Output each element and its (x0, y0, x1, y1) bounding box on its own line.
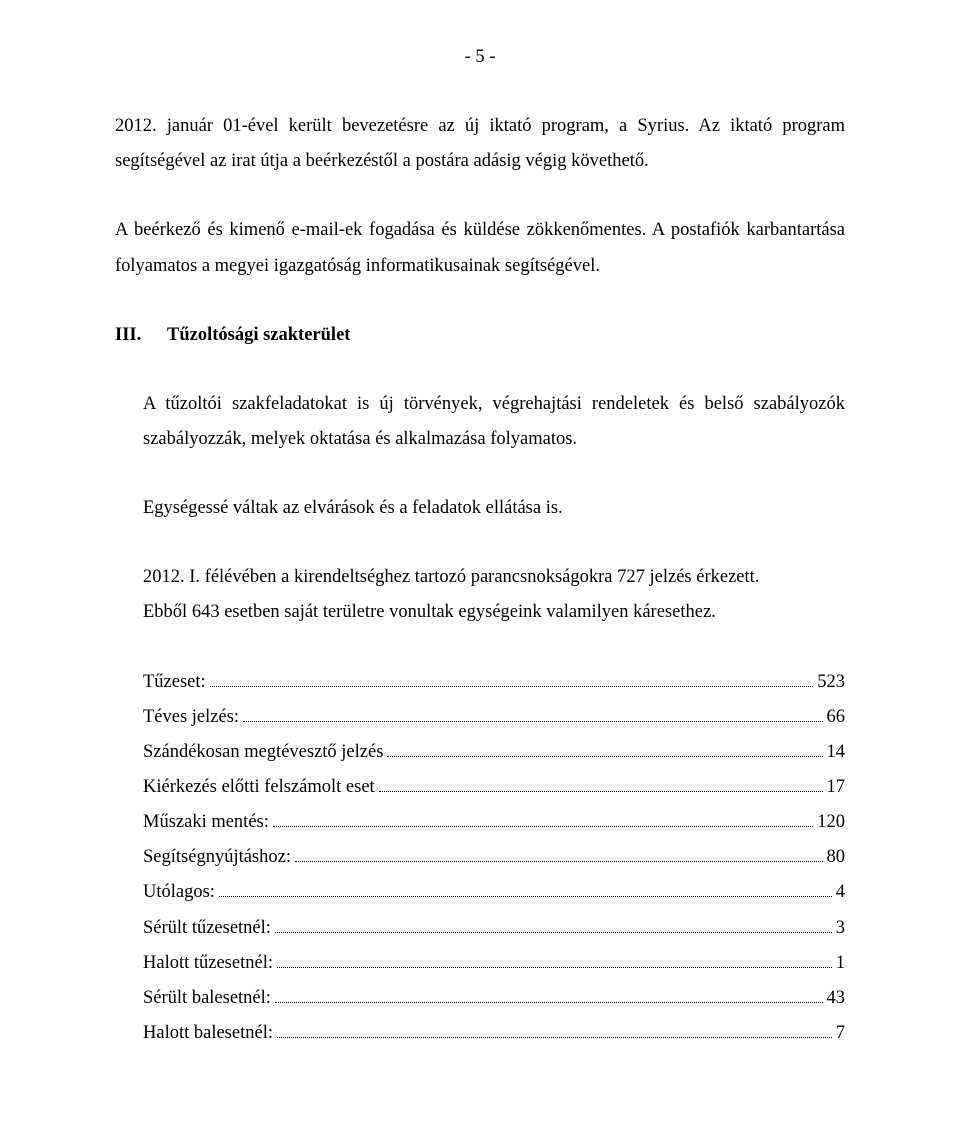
stats-row: Utólagos: 4 (143, 875, 845, 910)
body-paragraph-1: A tűzoltói szakfeladatokat is új törvény… (143, 387, 845, 457)
stats-label: Műszaki mentés: (143, 805, 269, 840)
dotted-leader (277, 967, 832, 968)
dotted-leader (275, 932, 832, 933)
dotted-leader (275, 1002, 823, 1003)
stats-value: 1 (836, 946, 845, 981)
section-title: Tűzoltósági szakterület (167, 318, 845, 353)
dotted-leader (243, 721, 822, 722)
stats-label: Téves jelzés: (143, 700, 239, 735)
stats-row: Sérült tűzesetnél: 3 (143, 911, 845, 946)
body-paragraph-4: Ebből 643 esetben saját területre vonult… (143, 595, 845, 630)
stats-value: 14 (827, 735, 846, 770)
dotted-leader (277, 1037, 832, 1038)
stats-value: 66 (827, 700, 846, 735)
dotted-leader (387, 756, 822, 757)
stats-row: Műszaki mentés: 120 (143, 805, 845, 840)
stats-value: 7 (836, 1016, 845, 1051)
stats-value: 17 (827, 770, 846, 805)
stats-label: Halott balesetnél: (143, 1016, 273, 1051)
stats-row: Tűzeset: 523 (143, 665, 845, 700)
body-paragraph-2: Egységessé váltak az elvárások és a fela… (143, 491, 845, 526)
intro-paragraph-2: A beérkező és kimenő e-mail-ek fogadása … (115, 213, 845, 283)
stats-value: 523 (817, 665, 845, 700)
stats-label: Halott tűzesetnél: (143, 946, 273, 981)
body-paragraph-3: 2012. I. félévében a kirendeltséghez tar… (143, 560, 845, 595)
stats-row: Halott balesetnél: 7 (143, 1016, 845, 1051)
stats-value: 4 (836, 875, 845, 910)
intro-paragraph-1: 2012. január 01-ével került bevezetésre … (115, 109, 845, 179)
stats-value: 43 (827, 981, 846, 1016)
stats-row: Kiérkezés előtti felszámolt eset 17 (143, 770, 845, 805)
stats-value: 120 (817, 805, 845, 840)
dotted-leader (219, 896, 832, 897)
stats-row: Halott tűzesetnél: 1 (143, 946, 845, 981)
stats-row: Szándékosan megtévesztő jelzés 14 (143, 735, 845, 770)
section-body: A tűzoltói szakfeladatokat is új törvény… (115, 387, 845, 1051)
stats-value: 80 (827, 840, 846, 875)
dotted-leader (273, 826, 813, 827)
section-heading: III. Tűzoltósági szakterület (115, 318, 845, 353)
stats-label: Kiérkezés előtti felszámolt eset (143, 770, 375, 805)
section-number: III. (115, 318, 167, 353)
stats-label: Szándékosan megtévesztő jelzés (143, 735, 383, 770)
stats-row: Sérült balesetnél: 43 (143, 981, 845, 1016)
stats-row: Segítségnyújtáshoz: 80 (143, 840, 845, 875)
dotted-leader (295, 861, 823, 862)
page-number: - 5 - (115, 40, 845, 75)
stats-list: Tűzeset:523Téves jelzés:66Szándékosan me… (143, 665, 845, 1052)
stats-label: Utólagos: (143, 875, 215, 910)
dotted-leader (210, 686, 814, 687)
dotted-leader (379, 791, 823, 792)
stats-label: Tűzeset: (143, 665, 206, 700)
stats-value: 3 (836, 911, 845, 946)
stats-label: Segítségnyújtáshoz: (143, 840, 291, 875)
stats-row: Téves jelzés: 66 (143, 700, 845, 735)
stats-label: Sérült tűzesetnél: (143, 911, 271, 946)
stats-label: Sérült balesetnél: (143, 981, 271, 1016)
